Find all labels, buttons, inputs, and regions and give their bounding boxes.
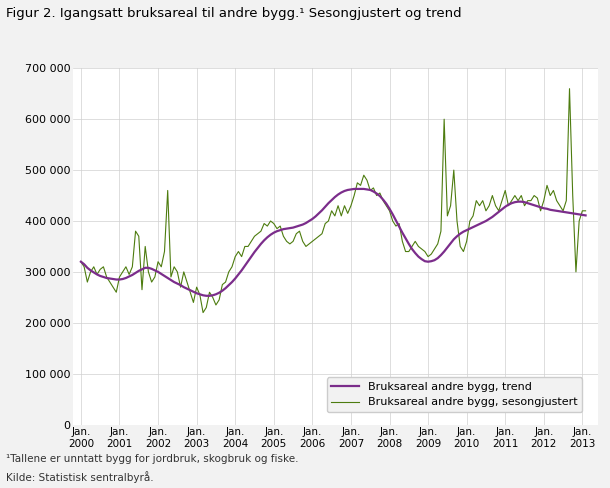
Bruksareal andre bygg, trend <box>203 293 210 299</box>
Bruksareal andre bygg, sesongjustert <box>428 251 435 257</box>
Line: Bruksareal andre bygg, sesongjustert: Bruksareal andre bygg, sesongjustert <box>81 89 586 313</box>
Bruksareal andre bygg, sesongjustert <box>77 259 85 264</box>
Bruksareal andre bygg, sesongjustert <box>164 187 171 193</box>
Bruksareal andre bygg, trend <box>550 207 557 213</box>
Bruksareal andre bygg, trend <box>357 186 364 192</box>
Bruksareal andre bygg, sesongjustert <box>264 223 271 229</box>
Bruksareal andre bygg, trend <box>129 272 136 278</box>
Bruksareal andre bygg, sesongjustert <box>354 180 361 186</box>
Text: Kilde: Statistisk sentralbyrå.: Kilde: Statistisk sentralbyrå. <box>6 471 154 483</box>
Line: Bruksareal andre bygg, trend: Bruksareal andre bygg, trend <box>81 189 586 296</box>
Bruksareal andre bygg, sesongjustert <box>199 310 207 316</box>
Bruksareal andre bygg, sesongjustert <box>566 86 573 92</box>
Bruksareal andre bygg, trend <box>582 212 589 218</box>
Bruksareal andre bygg, trend <box>351 186 358 192</box>
Text: ¹Tallene er unntatt bygg for jordbruk, skogbruk og fiske.: ¹Tallene er unntatt bygg for jordbruk, s… <box>6 454 299 464</box>
Bruksareal andre bygg, sesongjustert <box>129 264 136 270</box>
Bruksareal andre bygg, sesongjustert <box>547 193 554 199</box>
Bruksareal andre bygg, trend <box>164 275 171 281</box>
Bruksareal andre bygg, trend <box>264 234 271 240</box>
Bruksareal andre bygg, trend <box>77 259 85 264</box>
Legend: Bruksareal andre bygg, trend, Bruksareal andre bygg, sesongjustert: Bruksareal andre bygg, trend, Bruksareal… <box>326 377 582 412</box>
Bruksareal andre bygg, sesongjustert <box>582 208 589 214</box>
Text: Figur 2. Igangsatt bruksareal til andre bygg.¹ Sesongjustert og trend: Figur 2. Igangsatt bruksareal til andre … <box>6 7 462 20</box>
Bruksareal andre bygg, trend <box>431 257 438 263</box>
